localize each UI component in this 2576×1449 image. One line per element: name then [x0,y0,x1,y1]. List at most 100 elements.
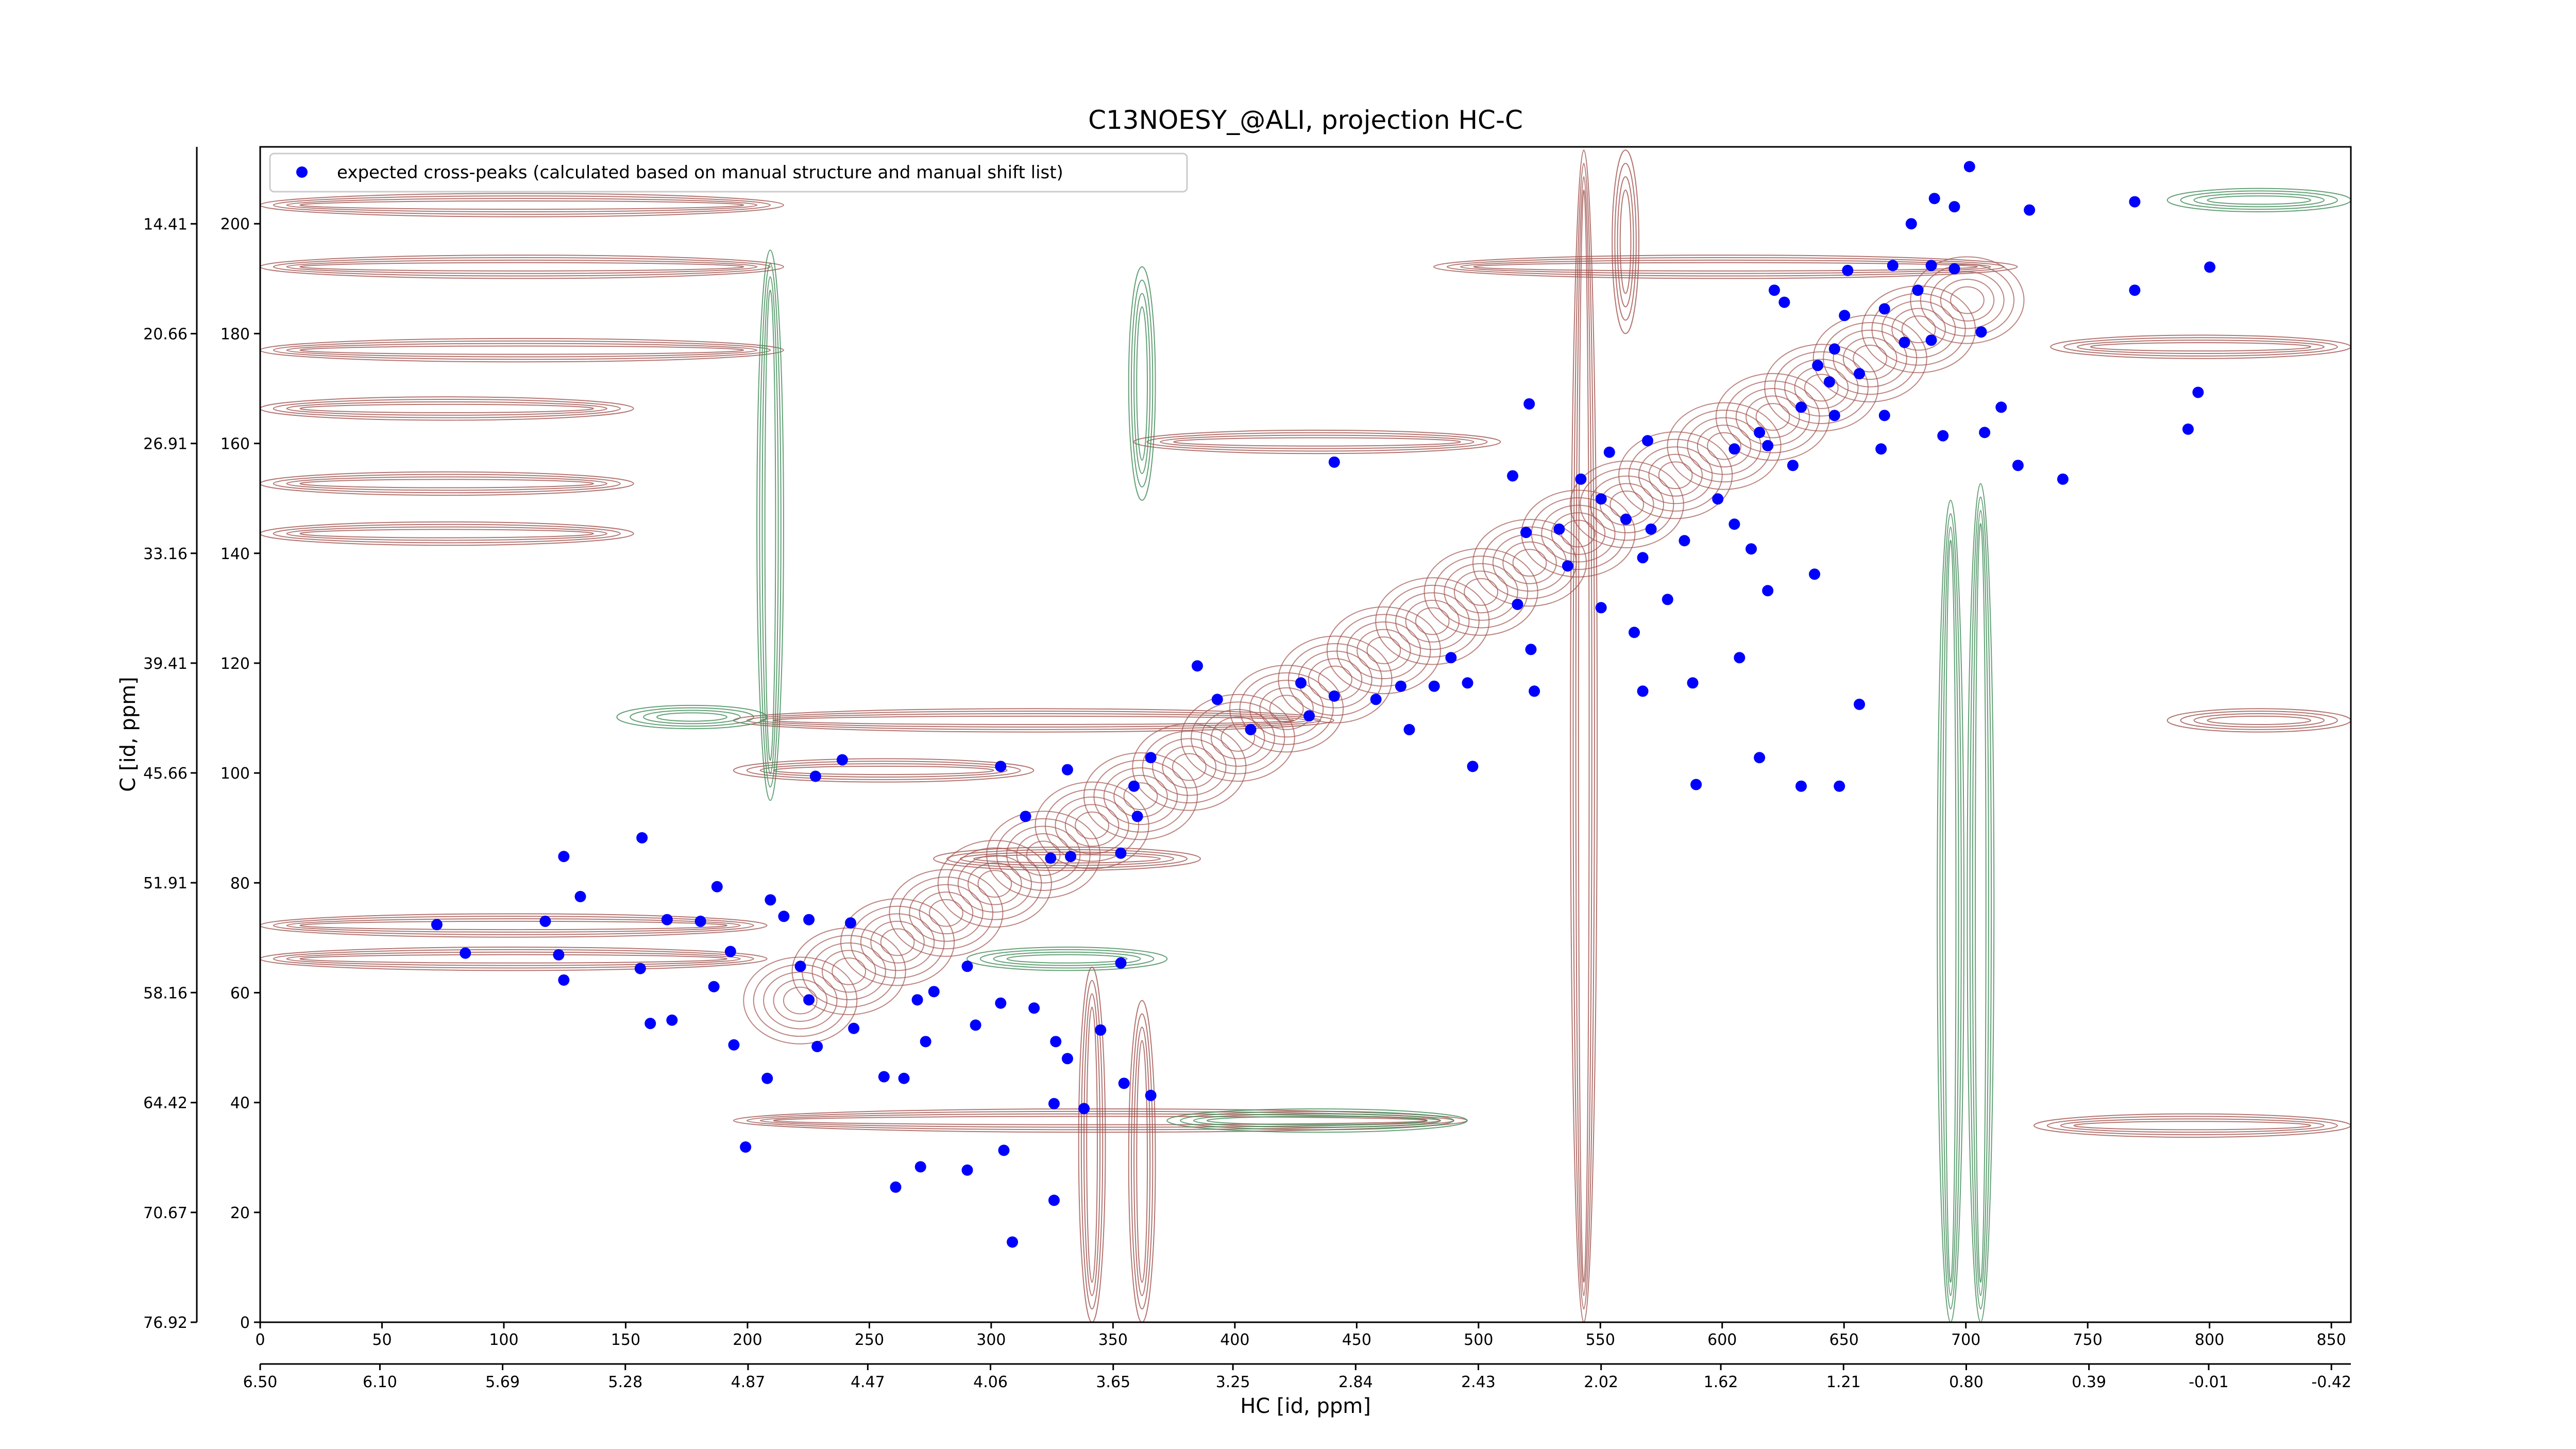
cross-peak [1245,723,1257,735]
contour [1180,1110,1454,1131]
cross-peak [961,1164,973,1176]
cross-peak [1728,443,1740,455]
cross-peak [1963,161,1975,173]
contour [1259,687,1314,730]
cross-peak [1620,513,1632,525]
contour [299,920,727,931]
contour [996,818,1091,891]
cross-peak [1507,470,1519,482]
contour [1619,189,1632,294]
cross-peak [1467,761,1479,772]
cross-peak [2192,386,2204,398]
cross-peak [928,986,940,998]
contour [2180,711,2338,730]
x-tick-label: 0 [255,1331,265,1349]
contour [1755,403,1790,431]
cross-peak [1603,446,1615,458]
cross-peak [431,919,443,931]
cross-peak [1007,1236,1019,1248]
contour [821,950,876,993]
contour [273,474,621,494]
cross-peak [1928,193,1940,205]
contour [1969,496,1992,1310]
cross-peak [1295,677,1307,689]
cross-peak [920,1036,931,1048]
contour [759,263,782,788]
contour [286,918,741,933]
contour [1336,614,1431,687]
cross-peak [1020,811,1031,822]
contour [260,396,634,421]
contour [1482,526,1577,599]
cross-peak [1529,685,1540,697]
cross-peak [890,1181,902,1193]
contour [1423,548,1538,636]
contour [946,849,1188,869]
contour [1055,796,1129,854]
cross-peak [1875,443,1887,455]
cross-peak [1403,723,1415,735]
contour [1667,402,1782,490]
cross-peak [1937,430,1949,442]
cross-peak [1445,652,1457,664]
cross-peak [1754,752,1766,764]
contour [1191,701,1285,774]
x-tick-label: 800 [2195,1331,2224,1349]
contour [1940,279,1995,322]
cross-peak [1762,585,1774,597]
contour [1930,271,2005,329]
contour [933,846,1201,871]
contour [1648,453,1703,497]
contour [1075,811,1109,839]
cross-peak [724,946,736,957]
contour [1249,680,1324,738]
cross-peak [1768,284,1780,296]
contour [1026,840,1061,869]
cross-peak [1553,523,1565,535]
contour [1942,526,1959,1296]
cross-peak [998,1144,1010,1156]
contour [1589,475,1664,533]
x-tick-label: 550 [1586,1331,1615,1349]
cross-peak [666,1014,678,1026]
contour [880,928,915,956]
y2-tick-label: 20.66 [143,325,188,343]
cross-peak [914,1161,926,1173]
x2-tick-label: -0.42 [2311,1373,2351,1391]
cross-peak [2129,284,2141,296]
x-tick-label: 150 [611,1331,640,1349]
contour [746,761,1021,780]
x2-tick-label: 6.10 [363,1373,397,1391]
contour [1937,500,1965,1322]
cross-peak [1050,1036,1062,1048]
contour [1006,825,1081,884]
cross-peak [1523,398,1535,410]
contour [656,712,727,722]
contour [1618,431,1733,519]
y-tick-label: 40 [230,1094,250,1113]
contour [273,195,771,215]
y2-tick-label: 70.67 [143,1204,188,1222]
plot-frame [259,146,2352,1323]
cross-peak [1512,598,1523,610]
contour [1580,468,1674,541]
contour [260,193,784,217]
cross-peak [1629,627,1640,638]
contour [260,255,784,279]
contour [909,884,984,942]
cross-peak [1679,535,1690,547]
contour [1910,256,2025,344]
contour [260,947,768,971]
cross-peak [645,1018,656,1030]
contour [1006,954,1128,964]
contour [2090,342,2312,352]
cross-peak [809,770,821,782]
x2-tick-label: 4.47 [851,1373,885,1391]
cross-peak [1145,1089,1157,1101]
cross-peak [961,961,973,972]
x-tick-label: 500 [1464,1331,1493,1349]
contour [2060,1118,2325,1133]
contour [1628,439,1723,512]
cross-peak [2057,473,2069,485]
y2-tick-label: 39.41 [143,655,188,673]
